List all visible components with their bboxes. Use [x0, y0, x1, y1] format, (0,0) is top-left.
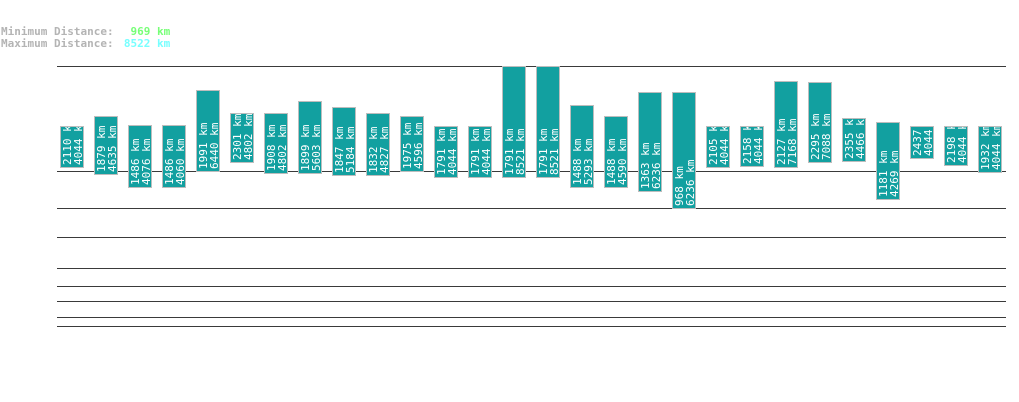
distance-bar-label: 1488 km 5293 km — [571, 106, 594, 185]
distance-bar-label: 2127 km 7168 km — [775, 82, 798, 165]
min-distance-row: Minimum Distance: 969 km — [1, 26, 170, 38]
max-distance: 8521 km — [548, 128, 560, 175]
distance-bar: 1486 km 4060 km — [162, 125, 186, 188]
distance-bar: 1363 km 6236 km — [638, 92, 662, 192]
distance-bar: 1486 km 4076 km — [128, 125, 152, 188]
grid-line — [57, 171, 1006, 172]
distance-bar: 1975 km 4596 km — [400, 116, 424, 172]
distance-bar: 1879 km 4635 km — [94, 116, 118, 175]
grid-line — [57, 301, 1006, 302]
distance-bar: 1791 km 4044 km — [434, 126, 458, 178]
distance-bar-label: 1181 km 4269 km — [877, 123, 900, 197]
max-distance: 4044 km — [718, 126, 730, 165]
max-distance: 5293 km — [582, 138, 594, 185]
distance-bar-label: 1899 km 5603 km — [299, 102, 322, 171]
distance-bar-label: 968 km 6236 km — [673, 93, 696, 206]
max-distance-value: 8522 km — [123, 37, 171, 50]
max-distance: 4269 km — [888, 150, 900, 197]
max-distance: 4044 km — [446, 128, 458, 175]
distance-bar-label: 1832 km 4827 km — [367, 114, 390, 173]
distance-bar: 2158 km 4044 km — [740, 126, 764, 167]
distance-bar-label: 1847 km 5184 km — [333, 108, 356, 173]
grid-line — [57, 237, 1006, 238]
distance-bar: 1932 km 4044 km — [978, 126, 1002, 173]
max-distance-label: Maximum Distance: — [1, 37, 114, 50]
grid-line — [57, 208, 1006, 209]
max-distance: 4044 km — [752, 126, 764, 164]
distance-bar: 2355 km 4466 km — [842, 118, 866, 162]
distance-bar-label: 1486 km 4076 km — [129, 126, 152, 185]
distance-bar-label: 1363 km 6236 km — [639, 93, 662, 189]
grid-line — [57, 286, 1006, 287]
distance-bar: 1488 km 4590 km — [604, 116, 628, 188]
distance-bar: 1181 km 4269 km — [876, 122, 900, 200]
max-distance: 6236 km — [684, 159, 696, 206]
distance-bar: 1899 km 5603 km — [298, 101, 322, 174]
distance-bar: 1908 km 4802 km — [264, 113, 288, 174]
min-distance-label: Minimum Distance: — [1, 25, 114, 38]
distance-bar-label: 1791 km 4044 km — [469, 127, 492, 175]
distance-bar: 2301 km 4802 km — [230, 113, 254, 163]
grid-line — [57, 66, 1006, 67]
grid-line — [57, 326, 1006, 327]
max-distance: 4044 km — [990, 126, 1002, 170]
distance-bar-label: 1791 km 8521 km — [537, 67, 560, 175]
distance-bar-label: 2301 km 4802 km — [231, 113, 254, 160]
min-distance-value: 969 km — [130, 25, 171, 38]
max-distance: 8521 km — [514, 128, 526, 175]
max-distance: 4802 km — [242, 113, 254, 160]
distance-bar-label: 2158 km 4044 km — [741, 126, 764, 164]
max-distance: 4044 km — [922, 126, 934, 157]
grid-line — [57, 317, 1006, 318]
distance-bar: 2437 km 4044 km — [910, 126, 934, 159]
distance-bar: 1791 km 8521 km — [502, 66, 526, 178]
max-distance: 5603 km — [310, 124, 322, 171]
distance-bar-label: 1486 km 4060 km — [163, 126, 186, 185]
distance-bar-label: 1975 km 4596 km — [401, 117, 424, 169]
max-distance: 4635 km — [106, 125, 118, 172]
distance-bar: 2127 km 7168 km — [774, 81, 798, 168]
distance-bar: 1832 km 4827 km — [366, 113, 390, 176]
distance-bar: 1488 km 5293 km — [570, 105, 594, 188]
max-distance: 4060 km — [174, 138, 186, 185]
grid-line — [57, 268, 1006, 269]
max-distance: 4044 km — [956, 126, 968, 163]
max-distance: 7168 km — [786, 118, 798, 165]
distance-bar-label: 1932 km 4044 km — [979, 126, 1002, 170]
distance-bar-label: 1488 km 4590 km — [605, 117, 628, 185]
max-distance: 4596 km — [412, 122, 424, 169]
max-distance: 4827 km — [378, 126, 390, 173]
distance-bar-label: 2198 km 4044 km — [945, 126, 968, 163]
distance-bar-label: 1791 km 8521 km — [503, 67, 526, 175]
max-distance: 4044 km — [72, 126, 84, 165]
distance-bar-label: 1879 km 4635 km — [95, 117, 118, 172]
max-distance: 4590 km — [616, 138, 628, 185]
distance-bar-label: 2355 km 4466 km — [843, 118, 866, 159]
distance-bar: 1847 km 5184 km — [332, 107, 356, 176]
distance-bar: 2110 km 4044 km — [60, 126, 84, 168]
distance-bar: 1791 km 4044 km — [468, 126, 492, 178]
distance-bar: 1991 km 6440 km — [196, 90, 220, 172]
distance-bar-label: 2295 km 7088 km — [809, 83, 832, 160]
max-distance: 6440 km — [208, 122, 220, 169]
distance-bar-label: 2110 km 4044 km — [61, 126, 84, 165]
max-distance: 5184 km — [344, 126, 356, 173]
distance-bar: 1791 km 8521 km — [536, 66, 560, 178]
distance-bar-label: 2437 km 4044 km — [911, 126, 934, 157]
max-distance: 4802 km — [276, 124, 288, 171]
distance-bar: 2198 km 4044 km — [944, 126, 968, 166]
distance-bar-label: 2105 km 4044 km — [707, 126, 730, 165]
distance-bar: 2295 km 7088 km — [808, 82, 832, 163]
max-distance-row: Maximum Distance: 8522 km — [1, 38, 170, 50]
max-distance: 4076 km — [140, 138, 152, 185]
distance-bar-label: 1991 km 6440 km — [197, 91, 220, 169]
max-distance: 4466 km — [854, 118, 866, 159]
distance-bar: 2105 km 4044 km — [706, 126, 730, 168]
max-distance: 6236 km — [650, 142, 662, 189]
distance-bar-label: 1908 km 4802 km — [265, 114, 288, 171]
max-distance: 4044 km — [480, 128, 492, 175]
distance-bar: 968 km 6236 km — [672, 92, 696, 209]
max-distance: 7088 km — [820, 113, 832, 160]
distance-bar-label: 1791 km 4044 km — [435, 127, 458, 175]
